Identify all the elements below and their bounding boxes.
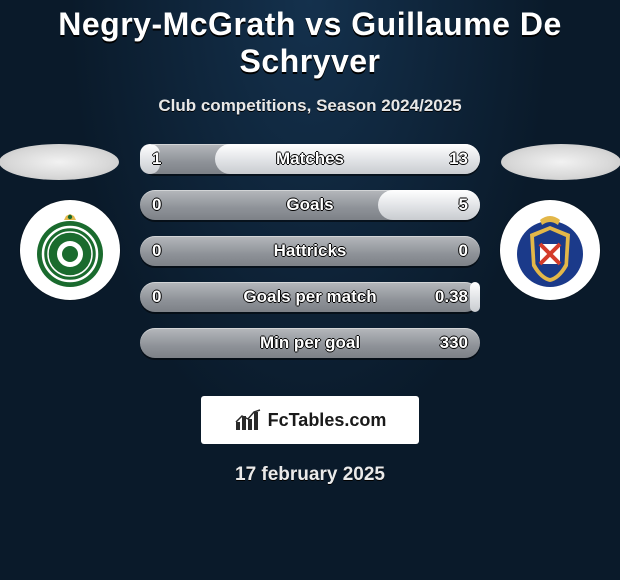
comparison-date: 17 february 2025 [0,464,620,486]
stat-value-right: 0.38 [435,282,468,312]
brand-box: FcTables.com [201,396,419,444]
brand-text: FcTables.com [268,410,387,431]
club-crest-left-svg [30,210,110,290]
stat-value-left: 0 [152,236,161,266]
comparison-subtitle: Club competitions, Season 2024/2025 [0,96,620,116]
stat-bar: 0 0.38 Goals per match [140,282,480,312]
stat-bar-fill-right [470,282,480,312]
bar-chart-icon [234,408,262,432]
stat-value-left: 0 [152,282,161,312]
stat-bar: 0 5 Goals [140,190,480,220]
stat-bar: 330 Min per goal [140,328,480,358]
player-right-ellipse [501,144,620,180]
stat-label: Goals [286,195,333,215]
stat-bars: 1 13 Matches 0 5 Goals 0 0 Hattricks 0 0.38 Goals p… [140,144,480,374]
club-crest-left [20,200,120,300]
club-crest-right [500,200,600,300]
stat-value-left: 1 [152,144,161,174]
stat-bar: 1 13 Matches [140,144,480,174]
stat-value-right: 5 [459,190,468,220]
stat-bar-fill-right [215,144,480,174]
stat-label: Min per goal [260,333,360,353]
player-left-ellipse [0,144,119,180]
stat-bar: 0 0 Hattricks [140,236,480,266]
stat-value-left: 0 [152,190,161,220]
comparison-arena: 1 13 Matches 0 5 Goals 0 0 Hattricks 0 0.38 Goals p… [0,144,620,384]
stat-value-right: 0 [459,236,468,266]
stat-label: Hattricks [274,241,347,261]
stat-label: Matches [276,149,344,169]
stat-value-right: 13 [449,144,468,174]
club-crest-right-svg [510,210,590,290]
stat-label: Goals per match [243,287,376,307]
stat-value-right: 330 [440,328,468,358]
comparison-title: Negry-McGrath vs Guillaume De Schryver [0,0,620,80]
